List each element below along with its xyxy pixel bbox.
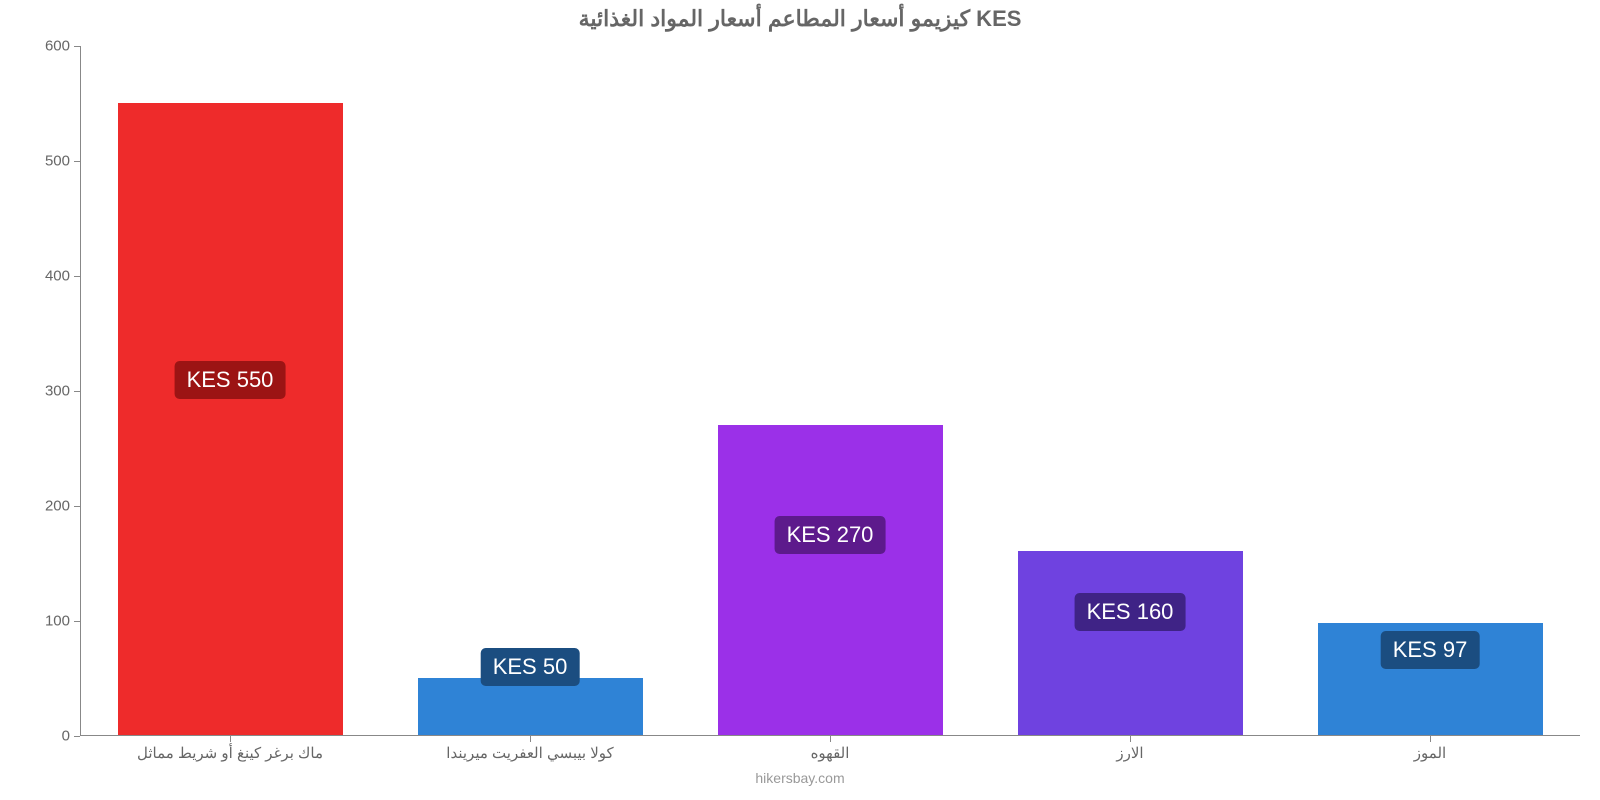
ytick-label: 400 — [45, 268, 80, 285]
price-bar-chart: كيزيمو أسعار المطاعم أسعار المواد الغذائ… — [0, 0, 1600, 800]
value-badge: KES 50 — [481, 648, 580, 686]
bar — [418, 678, 643, 736]
ytick-label: 200 — [45, 498, 80, 515]
ytick-label: 0 — [62, 728, 80, 745]
ytick-label: 600 — [45, 38, 80, 55]
bar — [718, 425, 943, 736]
ytick-label: 500 — [45, 153, 80, 170]
chart-footer: hikersbay.com — [0, 770, 1600, 786]
value-badge: KES 160 — [1075, 593, 1186, 631]
chart-title: كيزيمو أسعار المطاعم أسعار المواد الغذائ… — [0, 6, 1600, 32]
value-badge: KES 550 — [175, 361, 286, 399]
xtick-label: كولا بيبسي العفريت ميريندا — [446, 736, 613, 762]
bar — [118, 103, 343, 736]
xtick-label: القهوه — [811, 736, 850, 762]
value-badge: KES 97 — [1381, 631, 1480, 669]
ytick-label: 100 — [45, 613, 80, 630]
y-axis — [80, 46, 81, 736]
xtick-label: الارز — [1116, 736, 1143, 762]
plot-area: 0100200300400500600ماك برغر كينغ أو شريط… — [80, 46, 1580, 736]
xtick-label: الموز — [1414, 736, 1446, 762]
bar — [1018, 551, 1243, 735]
xtick-label: ماك برغر كينغ أو شريط مماثل — [137, 736, 323, 762]
value-badge: KES 270 — [775, 516, 886, 554]
ytick-label: 300 — [45, 383, 80, 400]
